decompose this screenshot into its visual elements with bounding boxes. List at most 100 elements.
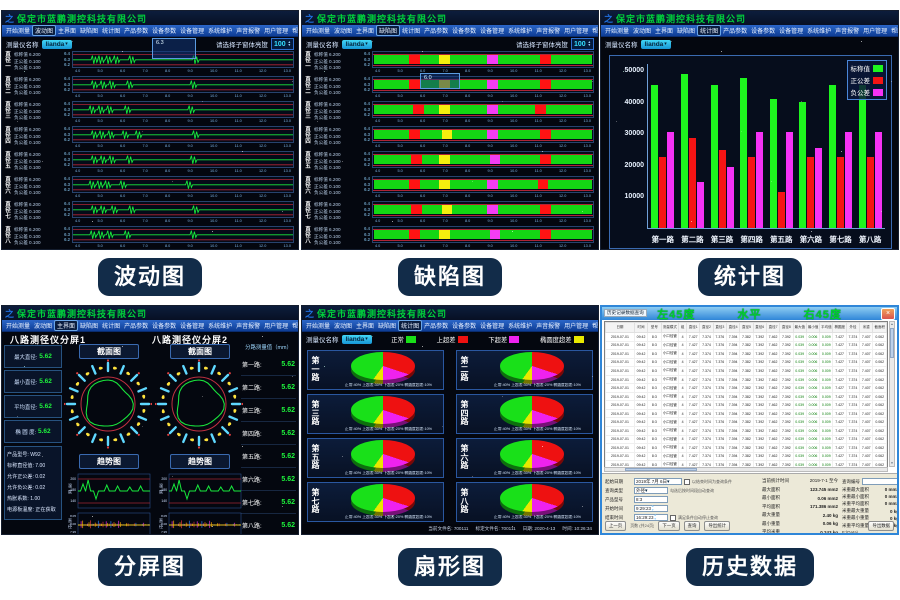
menu-item-产品参数[interactable]: 产品参数: [124, 324, 149, 330]
horizontal-scrollbar[interactable]: [604, 467, 888, 472]
table-row[interactable]: 2019-07-01 09:42 8:3 小口径管 4 7.427 7.374 7.376 7.…: [605, 443, 887, 453]
menu-item-统计图[interactable]: 统计图: [102, 324, 121, 330]
menu-item-帮助[interactable]: 帮助: [292, 29, 299, 35]
menu-item-设备管理[interactable]: 设备管理: [779, 29, 804, 35]
menu-item-用户管理[interactable]: 用户管理: [264, 29, 289, 35]
query-id-input[interactable]: [862, 478, 897, 485]
field-input[interactable]: 2019年 7月 6日 ▾: [634, 478, 682, 485]
brightness-input[interactable]: 100 ▲ ▼: [570, 38, 594, 50]
menu-item-统计图[interactable]: 统计图: [402, 29, 421, 35]
menu-item-用户管理[interactable]: 用户管理: [264, 324, 289, 330]
menu-item-系统维护[interactable]: 系统维护: [508, 29, 533, 35]
table-row[interactable]: 2019-07-01 09:42 8:3 小口径管 4 7.427 7.374 7.376 7.…: [605, 357, 887, 368]
menu-item-波动图[interactable]: 波动图: [32, 25, 57, 36]
table-row[interactable]: 2019-07-01 09:42 8:3 小口径管 4 7.427 7.374 7.376 7.…: [605, 349, 887, 359]
spinner-icon[interactable]: ▲ ▼: [651, 504, 655, 512]
close-button[interactable]: ×: [881, 308, 895, 320]
device-select[interactable]: lianda ▾: [341, 334, 372, 344]
menu-item-开始测量[interactable]: 开始测量: [605, 29, 630, 35]
menu-item-主界面[interactable]: 主界面: [655, 29, 674, 35]
menu-item-设备管理[interactable]: 设备管理: [180, 29, 205, 35]
menu-item-系统维护[interactable]: 系统维护: [208, 29, 233, 35]
device-select[interactable]: lianda ▾: [341, 39, 372, 49]
table-row[interactable]: 2019-07-01 09:42 8:3 小口径管 4 7.427 7.374 7.376 7.…: [605, 383, 887, 393]
table-row[interactable]: 2019-07-01 09:42 8:3 小口径管 4 7.427 7.374 7.376 7.…: [605, 366, 887, 376]
menu-item-设备参数[interactable]: 设备参数: [152, 29, 177, 35]
field-input[interactable]: 外径 ▾: [634, 487, 668, 494]
table-row[interactable]: 2019-07-01 09:42 8:3 小口径管 4 7.427 7.374 7.376 7.…: [605, 391, 887, 402]
table-row[interactable]: 2019-07-01 09:42 8:3 小口径管 4 7.427 7.374 7.376 7.…: [605, 332, 887, 342]
table-row[interactable]: 2019-07-01 09:42 8:3 小口径管 4 7.427 7.374 7.376 7.…: [605, 434, 887, 445]
table-row[interactable]: 2019-07-01 09:42 8:3 小口径管 4 7.427 7.374 7.376 7.…: [605, 408, 887, 419]
menu-item-设备管理[interactable]: 设备管理: [480, 29, 505, 35]
menu-item-产品参数[interactable]: 产品参数: [424, 29, 449, 35]
menu-item-系统维护[interactable]: 系统维护: [208, 324, 233, 330]
spinner-icon[interactable]: ▲ ▼: [287, 39, 291, 47]
field-input[interactable]: 16:29:23 ▲ ▼: [634, 513, 668, 521]
brightness-input[interactable]: 100 ▲ ▼: [270, 38, 294, 50]
menu-item-主界面[interactable]: 主界面: [356, 29, 375, 35]
menu-item-用户管理[interactable]: 用户管理: [564, 29, 589, 35]
menu-item-帮助[interactable]: 帮助: [592, 324, 599, 330]
prev-page-button[interactable]: 上一页: [605, 521, 627, 531]
menu-item-主界面[interactable]: 主界面: [58, 29, 77, 35]
scrollbar-thumb[interactable]: [625, 468, 697, 471]
menu-item-波动图[interactable]: 波动图: [334, 324, 353, 330]
menu-item-波动图[interactable]: 波动图: [633, 29, 652, 35]
menu-item-设备管理[interactable]: 设备管理: [180, 324, 205, 330]
menu-item-设备参数[interactable]: 设备参数: [452, 324, 477, 330]
menu-item-缺陷图[interactable]: 缺陷图: [376, 25, 401, 36]
menu-item-波动图[interactable]: 波动图: [334, 29, 353, 35]
menu-item-波动图[interactable]: 波动图: [34, 324, 53, 330]
menu-item-产品参数[interactable]: 产品参数: [723, 29, 748, 35]
menu-item-开始测量[interactable]: 开始测量: [306, 29, 331, 35]
menu-item-产品参数[interactable]: 产品参数: [124, 29, 149, 35]
scrollbar-thumb[interactable]: [890, 328, 894, 358]
next-page-button[interactable]: 下一页: [658, 521, 680, 531]
table-row[interactable]: 2019-07-01 09:42 8:3 小口径管 4 7.427 7.374 7.376 7.…: [605, 374, 887, 385]
table-row[interactable]: 2019-07-01 09:42 8:3 小口径管 4 7.427 7.374 7.376 7.…: [605, 417, 887, 427]
menu-item-声音报警[interactable]: 声音报警: [536, 324, 561, 330]
export-stats-button[interactable]: 导出统计: [704, 521, 730, 531]
menu-item-声音报警[interactable]: 声音报警: [536, 29, 561, 35]
menu-item-主界面[interactable]: 主界面: [356, 324, 375, 330]
table-row[interactable]: 2019-07-01 09:42 8:3 小口径管 4 7.427 7.374 7.376 7.…: [605, 400, 887, 410]
field-input[interactable]: 8:3: [634, 496, 668, 503]
menu-item-统计图[interactable]: 统计图: [398, 320, 423, 331]
checkbox[interactable]: [670, 514, 676, 521]
menu-item-设备参数[interactable]: 设备参数: [152, 324, 177, 330]
query-button[interactable]: 查询: [683, 521, 701, 531]
menu-item-设备管理[interactable]: 设备管理: [480, 324, 505, 330]
vertical-scrollbar[interactable]: ▲ ▼: [889, 321, 895, 467]
table-row[interactable]: 2019-07-01 09:42 8:3 小口径管 4 7.427 7.374 7.376 7.…: [605, 426, 887, 436]
menu-item-设备参数[interactable]: 设备参数: [751, 29, 776, 35]
menu-item-开始测量[interactable]: 开始测量: [6, 29, 31, 35]
menu-item-系统维护[interactable]: 系统维护: [508, 324, 533, 330]
menu-item-缺陷图[interactable]: 缺陷图: [677, 29, 696, 35]
menu-item-帮助[interactable]: 帮助: [292, 324, 299, 330]
spinner-icon[interactable]: ▲ ▼: [653, 513, 657, 521]
checkbox[interactable]: [684, 478, 690, 485]
menu-item-系统维护[interactable]: 系统维护: [807, 29, 832, 35]
menu-item-开始测量[interactable]: 开始测量: [306, 324, 331, 330]
menu-item-缺陷图[interactable]: 缺陷图: [80, 324, 99, 330]
device-select[interactable]: lianda ▾: [640, 39, 671, 49]
menu-item-声音报警[interactable]: 声音报警: [236, 29, 261, 35]
menu-item-产品参数[interactable]: 产品参数: [424, 324, 449, 330]
table-row[interactable]: 2019-07-01 09:42 8:3 小口径管 4 7.427 7.374 7.376 7.…: [605, 340, 887, 351]
menu-item-帮助[interactable]: 帮助: [592, 29, 599, 35]
menu-item-帮助[interactable]: 帮助: [891, 29, 898, 35]
field-input[interactable]: 9:29:23 ▲ ▼: [634, 504, 668, 512]
menu-item-声音报警[interactable]: 声音报警: [236, 324, 261, 330]
menu-item-设备参数[interactable]: 设备参数: [452, 29, 477, 35]
menu-item-缺陷图[interactable]: 缺陷图: [378, 324, 397, 330]
menu-item-缺陷图[interactable]: 缺陷图: [80, 29, 99, 35]
menu-item-主界面[interactable]: 主界面: [54, 320, 79, 331]
menu-item-声音报警[interactable]: 声音报警: [835, 29, 860, 35]
export-data-button[interactable]: 导出数据: [868, 521, 894, 531]
table-row[interactable]: 2019-07-01 09:42 8:3 小口径管 4 7.427 7.374 7.376 7.…: [605, 451, 887, 462]
menu-item-统计图[interactable]: 统计图: [697, 25, 722, 36]
spinner-icon[interactable]: ▲ ▼: [587, 39, 591, 47]
device-select[interactable]: lianda ▾: [41, 39, 72, 49]
menu-item-用户管理[interactable]: 用户管理: [863, 29, 888, 35]
